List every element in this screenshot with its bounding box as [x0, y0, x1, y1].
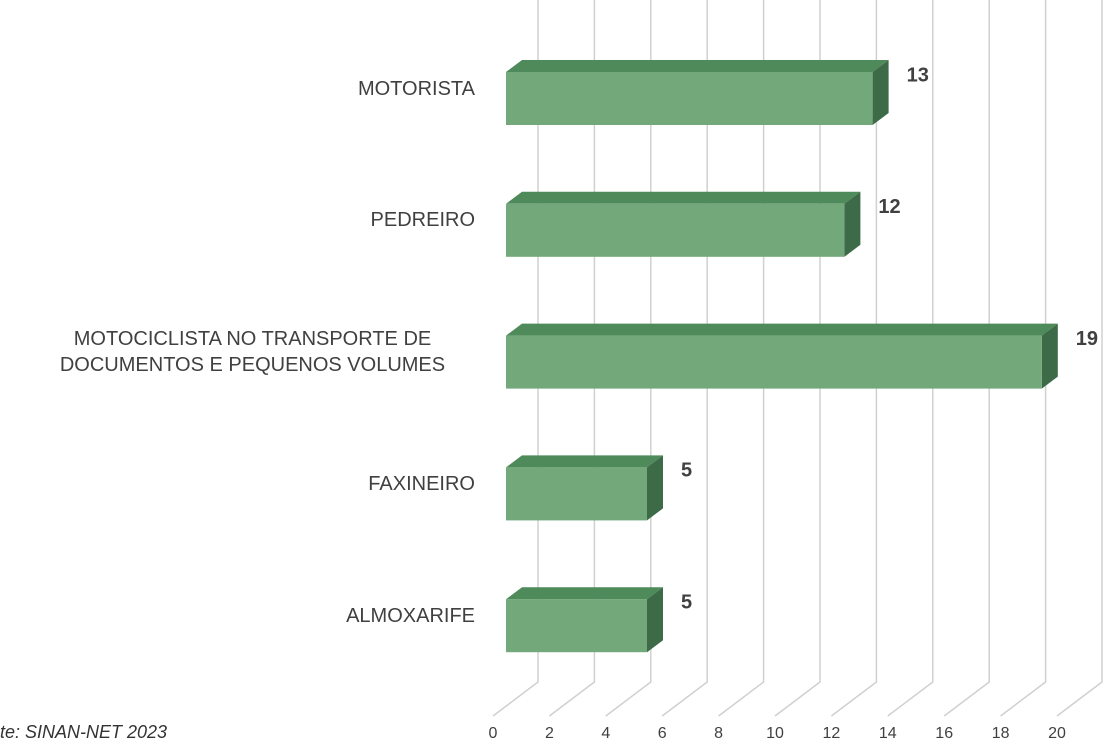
bar-top — [506, 60, 889, 72]
bar-top — [506, 191, 861, 204]
bar-side — [844, 191, 861, 257]
x-tick-label: 16 — [935, 725, 953, 742]
category-label: MOTOCICLISTA NO TRANSPORTE DE DOCUMENTOS… — [59, 328, 446, 377]
bar — [506, 203, 845, 257]
bar-side — [872, 60, 889, 125]
category-label: PEDREIRO — [370, 209, 475, 232]
category-label: ALMOXARIFE — [346, 604, 475, 627]
value-label: 12 — [878, 196, 900, 218]
bar-top — [506, 587, 663, 600]
bar — [506, 599, 647, 653]
bar — [506, 335, 1042, 389]
bar-side — [1041, 323, 1058, 389]
grid-line — [887, 0, 934, 717]
x-tick-label: 12 — [823, 725, 841, 742]
grid-line — [1056, 0, 1103, 717]
category-label: MOTORISTA — [357, 77, 475, 100]
bar-side — [647, 587, 663, 653]
bar-side — [647, 455, 663, 521]
grid-line — [830, 0, 878, 717]
x-tick-label: 0 — [489, 725, 498, 742]
x-tick-label: 4 — [601, 725, 610, 742]
value-label: 5 — [681, 591, 692, 613]
x-tick-label: 8 — [714, 725, 723, 742]
x-tick-label: 18 — [992, 725, 1010, 742]
x-tick-label: 2 — [545, 725, 554, 742]
category-label: FAXINEIRO — [368, 472, 475, 495]
x-tick-label: 10 — [766, 725, 784, 742]
bar — [506, 72, 873, 125]
x-tick-label: 14 — [879, 725, 897, 742]
value-label: 19 — [1076, 328, 1098, 350]
bar-top — [506, 455, 663, 468]
bar — [506, 467, 647, 521]
value-label: 13 — [907, 64, 929, 86]
source-note: te: SINAN-NET 2023 — [0, 722, 168, 742]
bar-top — [506, 323, 1058, 336]
grid-line — [1000, 0, 1047, 717]
grid-line — [943, 0, 990, 717]
x-tick-label: 20 — [1048, 725, 1066, 742]
value-label: 5 — [681, 460, 692, 482]
x-tick-label: 6 — [658, 725, 667, 742]
